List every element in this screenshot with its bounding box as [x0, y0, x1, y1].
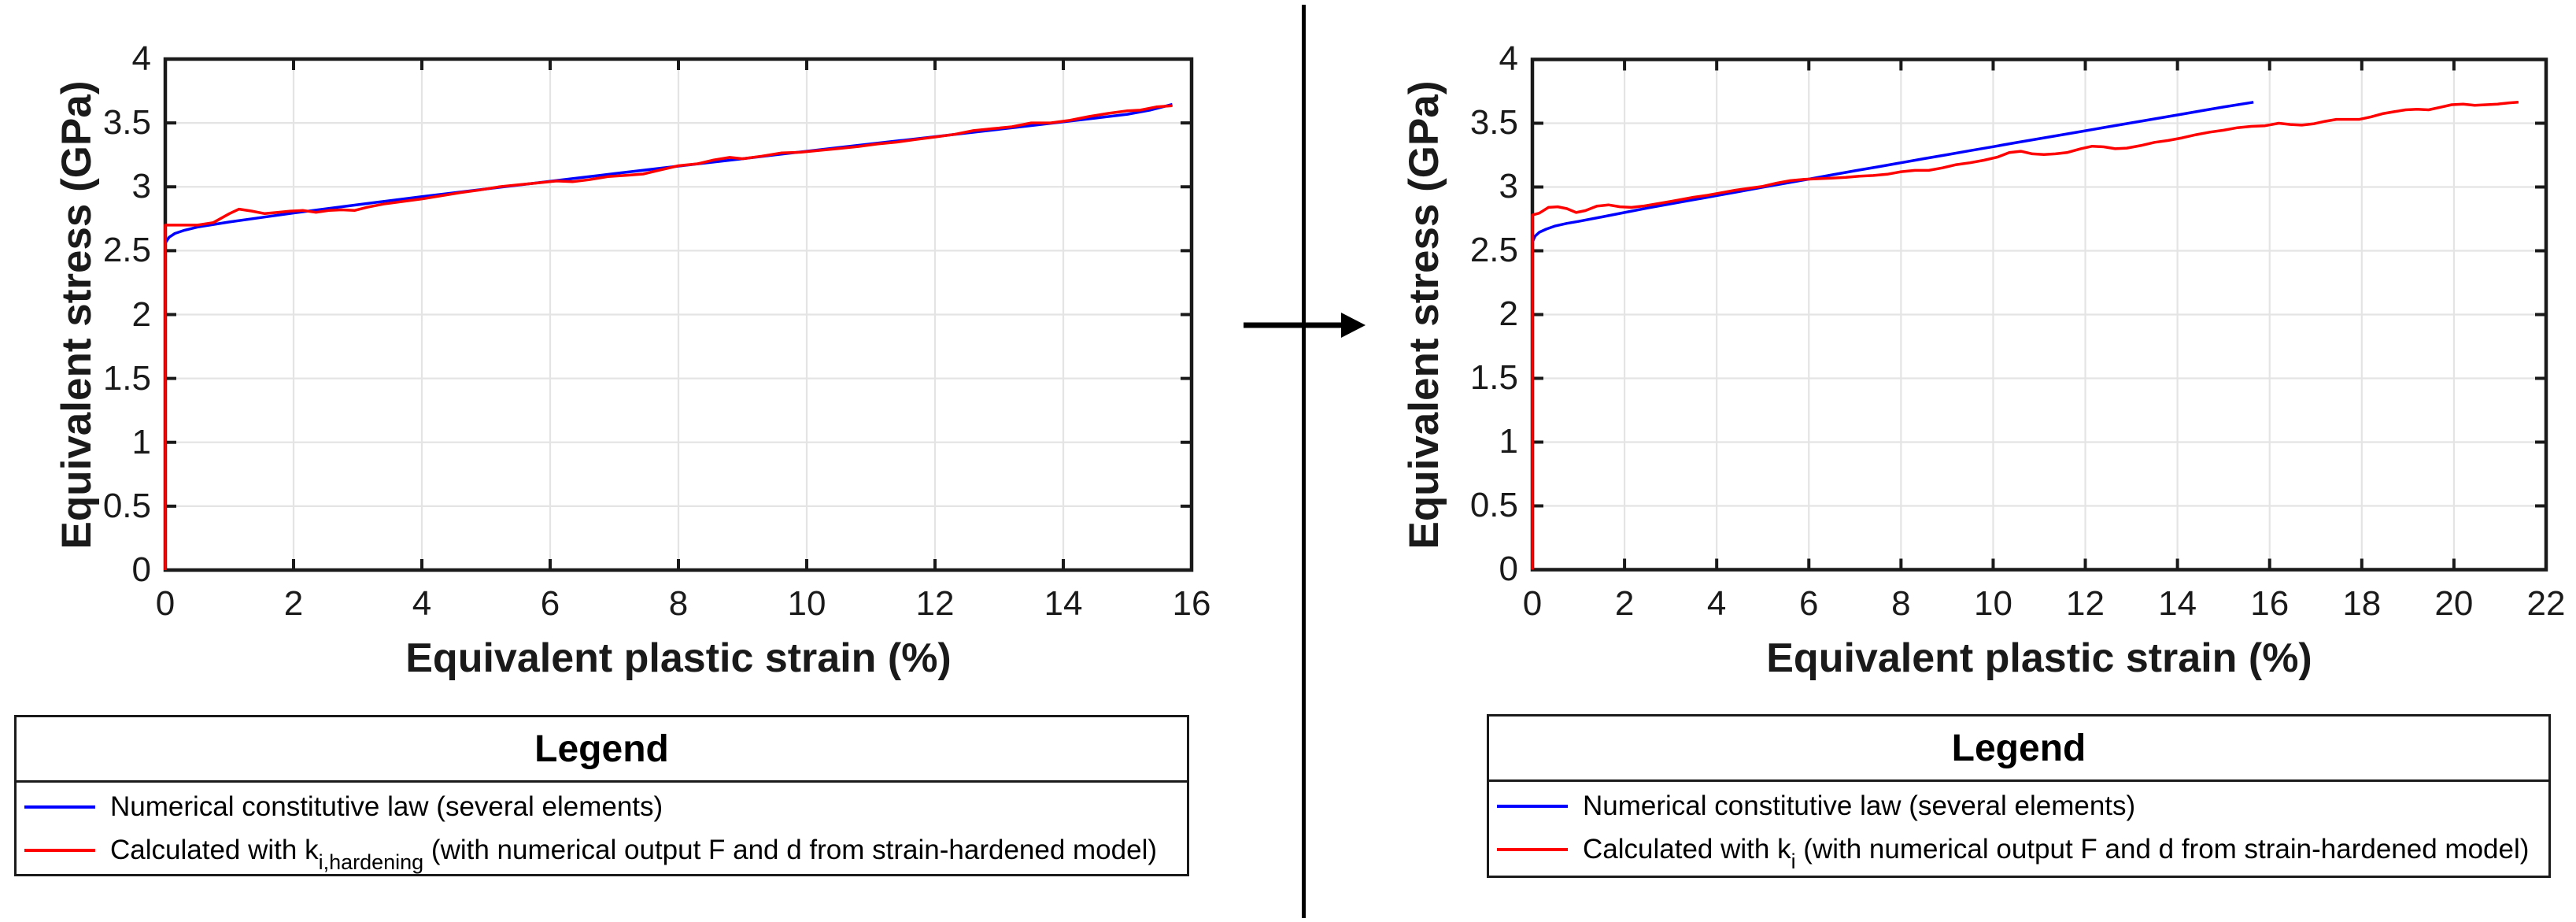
- x-tick-label: 2: [1614, 584, 1635, 623]
- y-tick-label: 1.5: [102, 358, 151, 398]
- blue-line-swatch: [24, 805, 95, 809]
- legend-entry-numerical: Numerical constitutive law (several elem…: [1497, 789, 2541, 824]
- x-tick-label: 10: [1973, 584, 2012, 623]
- y-tick-label: 4: [131, 39, 151, 78]
- x-tick-label: 12: [915, 584, 955, 623]
- x-tick-label: 16: [2250, 584, 2290, 623]
- x-tick-label: 4: [1706, 584, 1727, 623]
- y-tick-label: 0.5: [1469, 486, 1518, 524]
- y-tick-label: 1: [1499, 422, 1518, 461]
- x-tick-label: 12: [2066, 584, 2105, 623]
- x-tick-label: 8: [668, 584, 689, 623]
- legend-entry-label: Numerical constitutive law (several elem…: [110, 791, 663, 822]
- y-tick-label: 1.5: [1469, 358, 1518, 397]
- y-tick-label: 3.5: [102, 103, 151, 143]
- y-tick-label: 3.5: [1469, 103, 1518, 142]
- legend-entry-calculated: Calculated with ki (with numerical outpu…: [1497, 830, 2541, 873]
- vertical-divider-line: [1302, 5, 1306, 918]
- right-plot-area: [1530, 57, 2548, 572]
- legend-box: Legend Numerical constitutive law (sever…: [14, 715, 1189, 876]
- legend-title: Legend: [17, 717, 1187, 783]
- x-axis-title: Equivalent plastic strain (%): [405, 635, 952, 681]
- x-tick-label: 0: [1522, 584, 1543, 623]
- legend-entry-label: Numerical constitutive law (several elem…: [1583, 791, 2136, 821]
- y-tick-label: 0: [1499, 550, 1518, 588]
- y-tick-label: 3: [131, 167, 151, 206]
- y-tick-label: 0: [131, 550, 151, 589]
- left-plot-area: [163, 57, 1194, 572]
- legend-entry-calculated: Calculated with ki,hardening (with numer…: [24, 831, 1179, 874]
- right-arrow-icon: [1244, 313, 1366, 338]
- numerical-law-line: [1531, 101, 2254, 243]
- x-tick-label: 18: [2342, 584, 2382, 623]
- legend-entry-label: Calculated with ki,hardening (with numer…: [110, 835, 1158, 874]
- x-tick-label: 6: [1799, 584, 1819, 623]
- y-tick-label: 1: [131, 422, 151, 461]
- x-tick-label: 8: [1891, 584, 1911, 623]
- legend-box: Legend Numerical constitutive law (sever…: [1487, 714, 2551, 878]
- k-subscript: i,hardening: [318, 850, 424, 874]
- legend-entry-numerical: Numerical constitutive law (several elem…: [24, 790, 1179, 824]
- x-tick-label: 10: [787, 584, 826, 623]
- x-tick-label: 4: [412, 584, 432, 623]
- x-tick-label: 14: [2158, 584, 2197, 623]
- y-tick-label: 4: [1499, 39, 1518, 78]
- y-tick-label: 3: [1499, 167, 1518, 206]
- y-tick-label: 2: [131, 294, 151, 334]
- y-tick-label: 2.5: [102, 231, 151, 270]
- y-tick-label: 2.5: [1469, 231, 1518, 269]
- calculated-line: [1531, 101, 2519, 570]
- x-tick-label: 14: [1044, 584, 1083, 623]
- blue-line-swatch: [1497, 805, 1568, 808]
- red-line-swatch: [1497, 848, 1568, 851]
- legend-title: Legend: [1489, 716, 2548, 782]
- x-tick-label: 0: [155, 584, 176, 623]
- y-tick-label: 0.5: [102, 486, 151, 525]
- x-tick-label: 20: [2434, 584, 2474, 623]
- x-axis-title: Equivalent plastic strain (%): [1766, 635, 2312, 681]
- x-tick-label: 16: [1172, 584, 1211, 623]
- y-tick-label: 2: [1499, 294, 1518, 333]
- legend-entry-label: Calculated with ki (with numerical outpu…: [1583, 834, 2530, 873]
- calculated-line: [164, 104, 1173, 570]
- x-tick-label: 6: [540, 584, 560, 623]
- k-subscript: i: [1791, 850, 1796, 873]
- x-tick-label: 2: [283, 584, 304, 623]
- x-tick-label: 22: [2526, 584, 2566, 623]
- red-line-swatch: [24, 849, 95, 852]
